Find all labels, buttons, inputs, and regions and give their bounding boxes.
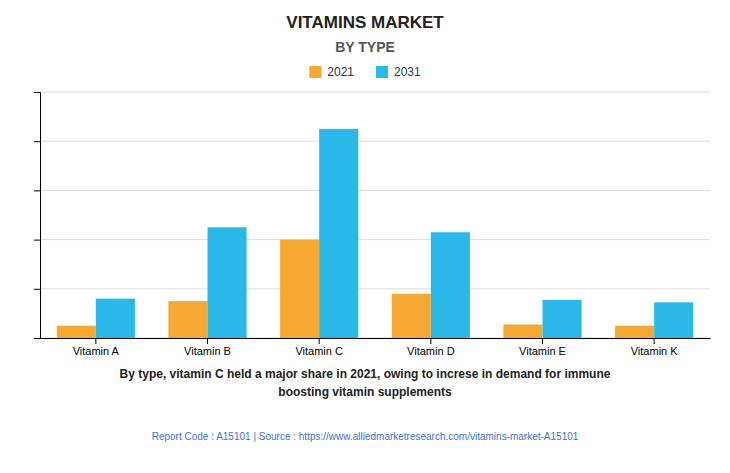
y-tick-mark <box>34 240 40 241</box>
x-tick-mark <box>542 338 543 344</box>
x-tick-label: Vitamin D <box>407 345 455 357</box>
x-tick-mark <box>95 338 96 344</box>
annotation: Report Code : A15101 | Source : https://… <box>152 431 579 442</box>
y-tick-mark <box>34 338 40 339</box>
x-tick-mark <box>319 338 320 344</box>
bar <box>96 299 135 338</box>
x-tick-label: Vitamin E <box>519 345 566 357</box>
legend-item: 2021 <box>309 65 354 79</box>
bar <box>319 129 358 338</box>
y-axis-line <box>34 93 41 339</box>
bar <box>57 326 96 338</box>
y-tick-mark <box>34 190 40 191</box>
bar <box>654 302 693 338</box>
y-tick <box>34 338 40 339</box>
bar <box>280 240 319 338</box>
x-tick-label: Vitamin C <box>295 345 343 357</box>
grid-line <box>40 190 710 191</box>
annotation: By type, vitamin C held a major share in… <box>120 367 611 381</box>
y-tick <box>34 141 40 142</box>
y-tick-mark <box>34 289 40 290</box>
grid-line <box>40 338 710 339</box>
legend-item: 2031 <box>376 65 421 79</box>
legend-swatch <box>309 66 321 78</box>
legend-label: 2031 <box>394 65 421 79</box>
bar <box>543 300 582 338</box>
legend: 2021 2031 <box>309 65 421 79</box>
x-tick-mark <box>207 338 208 344</box>
bar <box>208 227 247 338</box>
y-axis <box>34 93 41 339</box>
x-tick: Vitamin D <box>407 338 455 357</box>
x-tick: Vitamin C <box>295 338 343 357</box>
y-tick <box>34 92 40 93</box>
x-tick-label: Vitamin B <box>184 345 231 357</box>
grid-line <box>40 141 710 142</box>
bar <box>503 324 542 338</box>
x-axis: Vitamin A Vitamin B Vitamin C Vitamin D Vita… <box>41 338 711 357</box>
subtitle: BY TYPE <box>335 39 395 55</box>
bar <box>431 232 470 338</box>
plot-area: Vitamin A Vitamin B Vitamin C Vitamin D Vita… <box>34 92 711 357</box>
y-tick <box>34 240 40 241</box>
annotation: boosting vitamin supplements <box>278 385 452 399</box>
x-axis-line <box>41 338 711 339</box>
x-tick-mark <box>654 338 655 344</box>
title: VITAMINS MARKET <box>286 13 444 32</box>
bar <box>392 294 431 338</box>
bars <box>57 129 694 338</box>
x-tick: Vitamin A <box>73 338 120 357</box>
y-tick-mark <box>34 141 40 142</box>
y-tick <box>34 190 40 191</box>
x-tick-label: Vitamin A <box>73 345 120 357</box>
grid-line <box>40 288 710 289</box>
grid-line <box>40 92 710 93</box>
bar <box>168 301 207 338</box>
x-tick: Vitamin K <box>631 338 679 357</box>
chart-svg: VITAMINS MARKET BY TYPE Vitamin A Vitamin B… <box>0 0 730 473</box>
x-tick-label: Vitamin K <box>631 345 679 357</box>
x-tick-mark <box>430 338 431 344</box>
grid-line <box>40 239 710 240</box>
y-tick <box>34 289 40 290</box>
legend-label: 2021 <box>327 65 354 79</box>
x-tick: Vitamin B <box>184 338 231 357</box>
legend-swatch <box>376 66 388 78</box>
bar <box>615 326 654 338</box>
x-tick: Vitamin E <box>519 338 566 357</box>
grid <box>40 92 710 338</box>
y-tick-mark <box>34 92 40 93</box>
